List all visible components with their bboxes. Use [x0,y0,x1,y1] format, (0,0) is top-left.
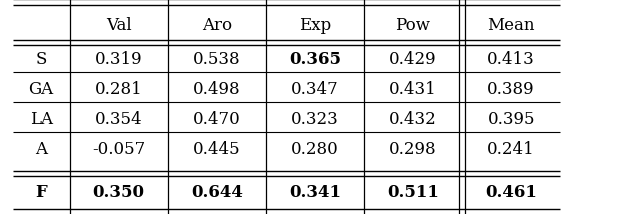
Text: 0.319: 0.319 [95,51,142,68]
Text: LA: LA [30,111,53,128]
Text: 0.431: 0.431 [389,81,437,98]
Text: S: S [35,51,47,68]
Text: 0.365: 0.365 [289,51,341,68]
Text: 0.298: 0.298 [389,141,437,158]
Text: 0.470: 0.470 [193,111,241,128]
Text: 0.354: 0.354 [95,111,142,128]
Text: Mean: Mean [487,17,535,34]
Text: 0.347: 0.347 [291,81,339,98]
Text: 0.389: 0.389 [487,81,535,98]
Text: 0.323: 0.323 [291,111,339,128]
Text: 0.281: 0.281 [95,81,142,98]
Text: 0.280: 0.280 [291,141,339,158]
Text: 0.498: 0.498 [193,81,241,98]
Text: 0.341: 0.341 [289,184,341,201]
Text: 0.445: 0.445 [193,141,241,158]
Text: GA: GA [28,81,54,98]
Text: Aro: Aro [202,17,232,34]
Text: 0.429: 0.429 [389,51,437,68]
Text: 0.538: 0.538 [193,51,241,68]
Text: A: A [35,141,47,158]
Text: Val: Val [106,17,132,34]
Text: 0.241: 0.241 [487,141,535,158]
Text: 0.350: 0.350 [92,184,145,201]
Text: 0.413: 0.413 [487,51,535,68]
Text: 0.461: 0.461 [486,184,537,201]
Text: 0.644: 0.644 [191,184,242,201]
Text: 0.432: 0.432 [389,111,437,128]
Text: 0.395: 0.395 [487,111,535,128]
Text: 0.511: 0.511 [387,184,439,201]
Text: F: F [35,184,47,201]
Text: -0.057: -0.057 [92,141,146,158]
Text: Exp: Exp [299,17,331,34]
Text: Pow: Pow [396,17,430,34]
